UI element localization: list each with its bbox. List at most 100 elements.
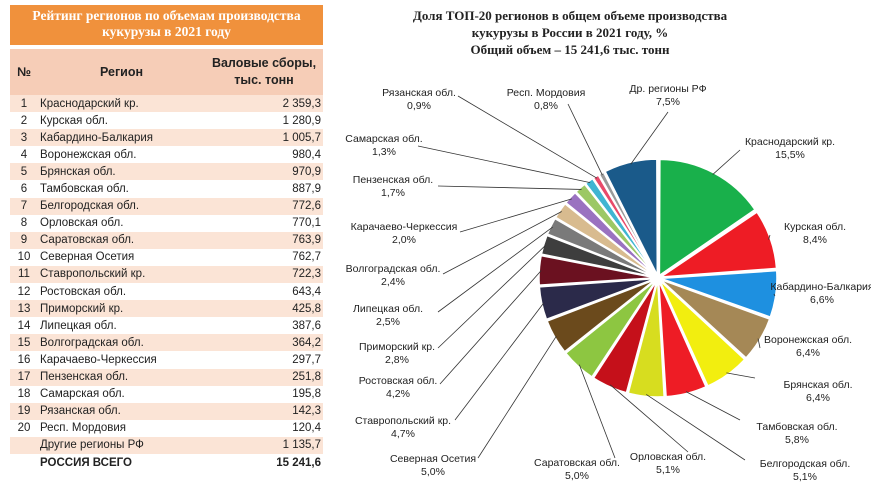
slice-value-label: 1,7% — [381, 187, 405, 199]
row-value: 772,6 — [292, 200, 321, 213]
row-value: 970,9 — [292, 165, 321, 178]
header-num: № — [17, 65, 31, 79]
slice-label: Тамбовская обл. — [756, 421, 837, 433]
table-row: 13 Приморский кр. 425,8 — [10, 300, 323, 318]
pie-slice — [657, 280, 707, 398]
row-value: 2 359,3 — [282, 97, 321, 110]
leader-line — [457, 95, 598, 179]
row-value: 364,2 — [292, 336, 321, 349]
row-num: 1 — [20, 97, 28, 110]
table-row: РОССИЯ ВСЕГО 15 241,6 — [10, 453, 323, 472]
table-row: 15 Волгоградская обл. 364,2 — [10, 334, 323, 352]
row-region: РОССИЯ ВСЕГО — [40, 456, 132, 469]
row-value: 1 280,9 — [282, 114, 321, 127]
slice-label: Краснодарский кр. — [745, 136, 835, 148]
slice-value-label: 2,0% — [392, 234, 416, 246]
leader-line — [712, 149, 741, 175]
row-value: 297,7 — [292, 353, 321, 366]
row-value: 387,6 — [292, 319, 321, 332]
pie-slice — [564, 279, 657, 378]
pie-slice — [627, 280, 665, 398]
pie-slice — [658, 211, 778, 278]
slice-label: Курская обл. — [784, 221, 846, 233]
table-row: 19 Рязанская обл. 142,3 — [10, 402, 323, 420]
leader-line — [630, 111, 669, 165]
row-num: 13 — [17, 302, 31, 315]
row-region: Другие регионы РФ — [40, 439, 144, 452]
row-num: 20 — [17, 422, 31, 435]
leader-line — [757, 338, 761, 349]
pie-slice — [592, 280, 658, 394]
table-row: 6 Тамбовская обл. 887,9 — [10, 180, 323, 198]
row-region: Ростовская обл. — [40, 285, 127, 298]
leader-line — [454, 302, 545, 421]
chart-title: Доля ТОП-20 регионов в общем объеме прои… — [350, 7, 790, 58]
leader-line — [437, 244, 546, 349]
row-value: 195,8 — [292, 388, 321, 401]
pie-slice — [592, 174, 658, 276]
leader-line — [768, 234, 771, 240]
leader-line — [578, 364, 616, 459]
table-row: 5 Брянская обл. 970,9 — [10, 163, 323, 181]
slice-label: Белгородская обл. — [760, 458, 850, 470]
row-value: 722,3 — [292, 268, 321, 281]
row-num: 19 — [17, 405, 31, 418]
slice-value-label: 7,5% — [656, 96, 680, 108]
table-row: 3 Кабардино-Балкария 1 005,7 — [10, 129, 323, 147]
row-num: 12 — [17, 285, 31, 298]
slice-value-label: 5,1% — [656, 464, 680, 476]
table-row: 12 Ростовская обл. 643,4 — [10, 283, 323, 301]
row-value: 770,1 — [292, 217, 321, 230]
pie-slice — [538, 277, 656, 321]
pie-slice — [538, 254, 656, 286]
row-region: Тамбовская обл. — [40, 183, 129, 196]
slice-value-label: 1,3% — [372, 146, 396, 158]
row-num: 17 — [17, 371, 31, 384]
row-region: Волгоградская обл. — [40, 336, 144, 349]
table-header: № Регион Валовые сборы, тыс. тонн — [10, 49, 323, 95]
table-title: Рейтинг регионов по объемам производства… — [10, 5, 323, 45]
slice-value-label: 2,8% — [385, 354, 409, 366]
row-region: Саратовская обл. — [40, 234, 135, 247]
pie-slice — [574, 183, 657, 277]
leader-line — [417, 145, 591, 184]
row-num: 11 — [18, 268, 30, 281]
table-row: 4 Воронежская обл. 980,4 — [10, 146, 323, 164]
row-region: Орловская обл. — [40, 217, 124, 230]
pie-slice — [540, 234, 656, 278]
table-row: 1 Краснодарский кр. 2 359,3 — [10, 95, 323, 113]
header-region: Регион — [99, 65, 144, 79]
header-value: Валовые сборы, тыс. тонн — [205, 55, 323, 89]
row-value: 120,4 — [292, 422, 321, 435]
leader-line — [685, 391, 741, 421]
pie-slice — [658, 158, 757, 277]
row-region: Белгородская обл. — [40, 200, 140, 213]
row-value: 980,4 — [292, 148, 321, 161]
slice-label: Северная Осетия — [390, 453, 476, 465]
leader-line — [609, 384, 689, 453]
chart-title-line2: кукурузы в России в 2021 году, % — [471, 25, 669, 40]
chart-title-line3: Общий объем – 15 241,6 тыс. тонн — [470, 42, 670, 57]
table-row: 14 Липецкая обл. 387,6 — [10, 317, 323, 335]
table-body: 1 Краснодарский кр. 2 359,3 2 Курская обл. 1 … — [10, 95, 323, 472]
pie-slice — [584, 177, 657, 277]
slice-value-label: 4,7% — [391, 428, 415, 440]
row-num: 6 — [20, 183, 28, 196]
row-num: 4 — [20, 148, 28, 161]
pie-slice — [564, 191, 657, 277]
row-region: Респ. Мордовия — [40, 422, 127, 435]
slice-label: Липецкая обл. — [353, 303, 423, 315]
row-region: Рязанская обл. — [40, 405, 121, 418]
row-region: Карачаево-Черкессия — [40, 353, 157, 366]
row-region: Приморский кр. — [40, 302, 124, 315]
table-row: 16 Карачаево-Черкессия 297,7 — [10, 351, 323, 369]
row-num: 2 — [20, 114, 28, 127]
row-region: Северная Осетия — [40, 251, 135, 264]
slice-label: Ставропольский кр. — [355, 415, 451, 427]
slice-label: Самарская обл. — [345, 133, 422, 145]
table-row: 20 Респ. Мордовия 120,4 — [10, 419, 323, 437]
leader-line — [726, 372, 756, 379]
slice-value-label: 2,5% — [376, 316, 400, 328]
row-value: 15 241,6 — [276, 456, 321, 469]
